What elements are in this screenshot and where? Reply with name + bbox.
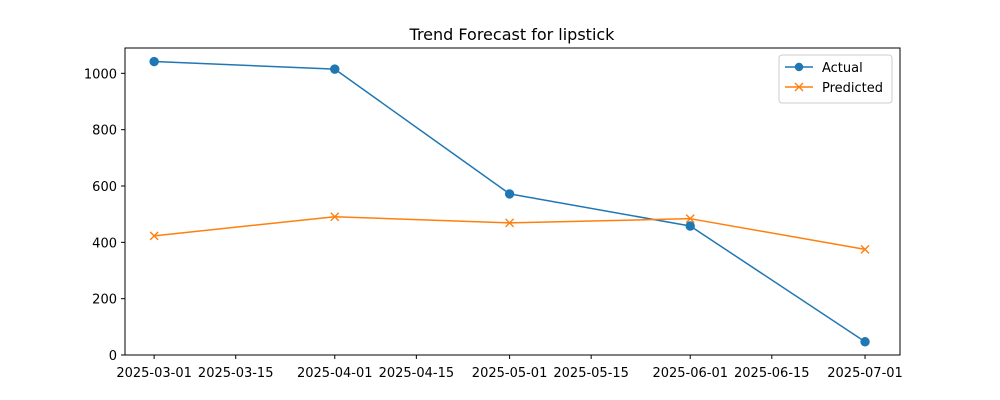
data-point-actual — [150, 57, 158, 65]
data-point-actual — [505, 190, 513, 198]
x-tick-label: 2025-06-15 — [734, 366, 810, 381]
y-tick-label: 200 — [92, 293, 117, 308]
y-tick-label: 400 — [92, 236, 117, 251]
x-tick-label: 2025-04-15 — [379, 366, 455, 381]
x-tick-label: 2025-07-01 — [827, 366, 903, 381]
y-tick-label: 600 — [92, 180, 117, 195]
legend-label-actual: Actual — [822, 61, 863, 76]
legend-marker-actual — [795, 63, 803, 71]
x-axis: 2025-03-01 2025-03-15 2025-04-01 2025-04-15… — [116, 355, 902, 381]
x-tick-label: 2025-04-01 — [297, 366, 373, 381]
data-point-actual — [686, 222, 694, 230]
chart-title: Trend Forecast for lipstick — [409, 25, 616, 44]
x-tick-label: 2025-03-01 — [116, 366, 192, 381]
x-tick-label: 2025-03-15 — [198, 366, 274, 381]
x-tick-label: 2025-06-01 — [652, 366, 728, 381]
x-tick-label: 2025-05-01 — [472, 366, 548, 381]
y-tick-label: 1000 — [84, 67, 117, 82]
y-tick-label: 0 — [109, 349, 117, 364]
x-tick-label: 2025-05-15 — [553, 366, 629, 381]
legend: Actual Predicted — [779, 55, 892, 103]
y-axis: 0 200 400 600 800 1000 — [84, 67, 125, 364]
data-point-actual — [861, 338, 869, 346]
data-point-actual — [331, 65, 339, 73]
legend-label-predicted: Predicted — [822, 81, 883, 96]
y-tick-label: 800 — [92, 124, 117, 139]
